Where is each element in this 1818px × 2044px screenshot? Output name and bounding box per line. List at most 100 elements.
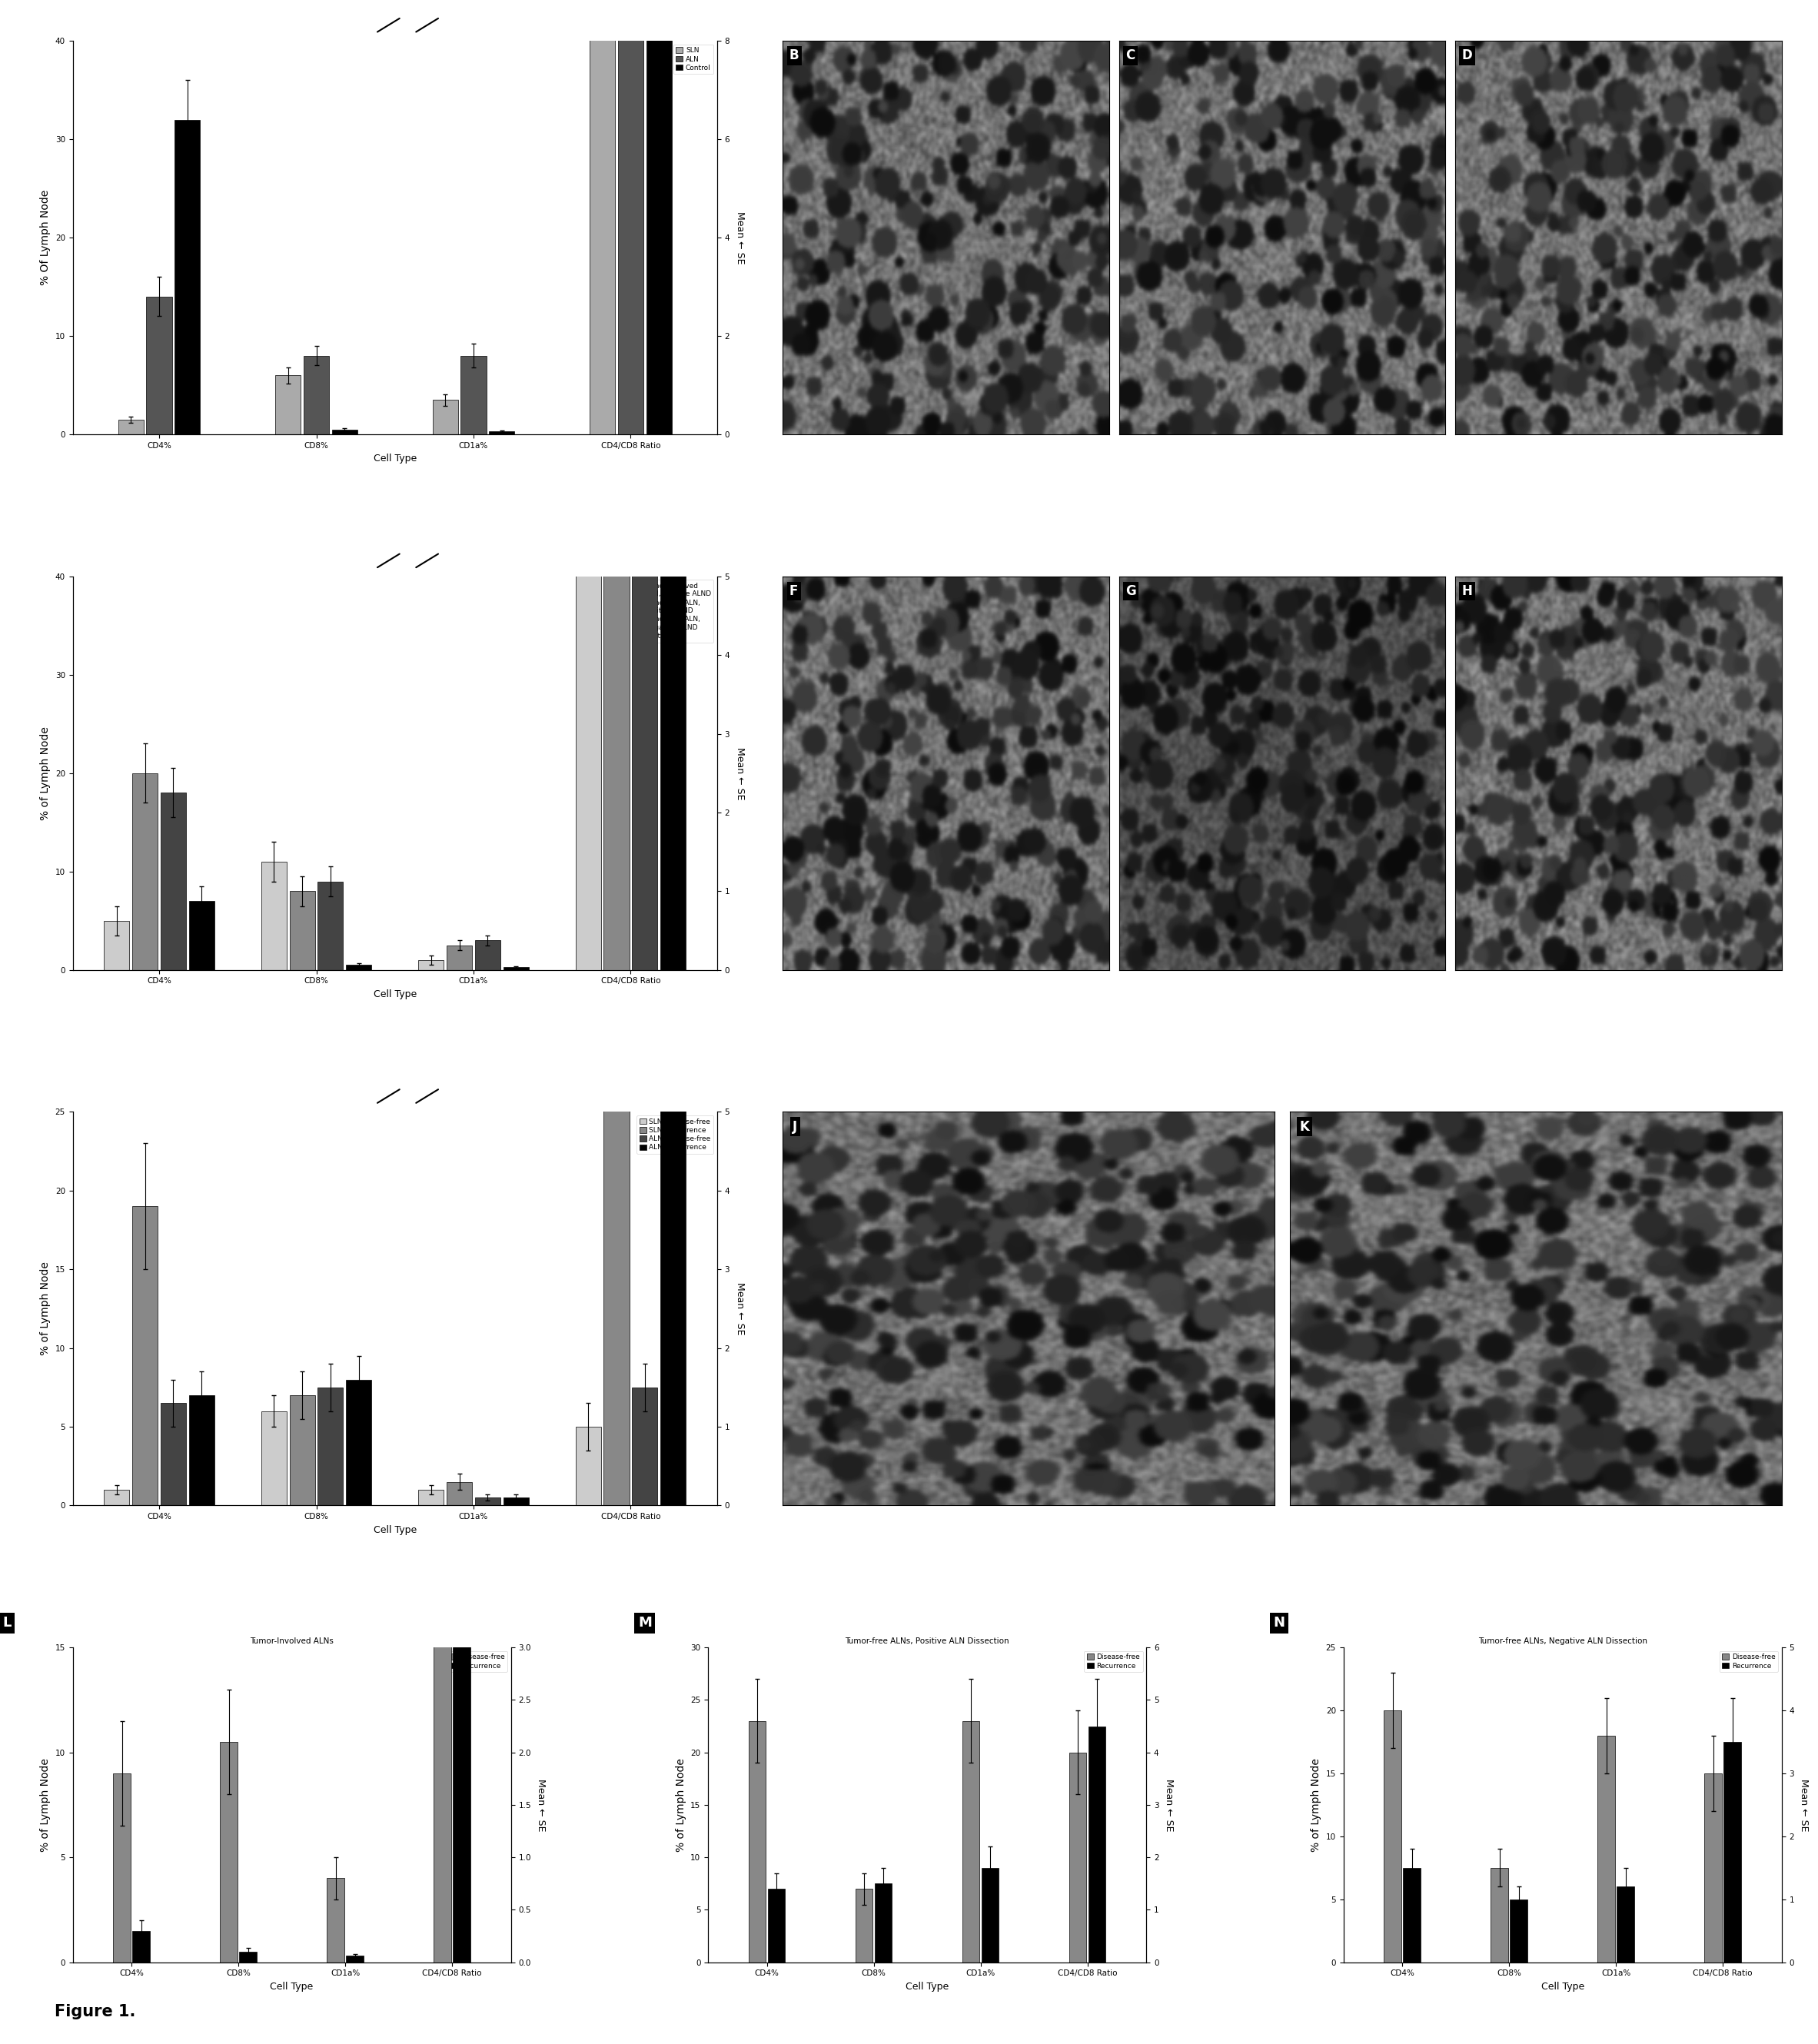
- Bar: [453, 1175, 471, 1962]
- Bar: [962, 1721, 980, 1962]
- Title: Tumor-free ALNs, Positive ALN Dissection: Tumor-free ALNs, Positive ALN Dissection: [845, 1637, 1009, 1645]
- Legend: SLN, Disease-free, SLN, Recurrence, ALN, Disease-free, ALN, Recurrence: SLN, Disease-free, SLN, Recurrence, ALN,…: [636, 1116, 714, 1153]
- Bar: [262, 863, 287, 971]
- Y-axis label: Mean ← SE: Mean ← SE: [536, 1778, 545, 1831]
- Bar: [1069, 1752, 1087, 1962]
- Legend: Disease-free, Recurrence: Disease-free, Recurrence: [449, 1652, 507, 1672]
- X-axis label: Cell Type: Cell Type: [905, 1983, 949, 1991]
- Text: L: L: [2, 1617, 11, 1629]
- Bar: [104, 920, 129, 971]
- Bar: [1616, 1887, 1634, 1962]
- Bar: [175, 121, 200, 435]
- Bar: [435, 1175, 451, 1962]
- Bar: [133, 1932, 149, 1962]
- Bar: [418, 961, 444, 971]
- Text: J: J: [793, 1120, 798, 1134]
- Y-axis label: % Of Lymph Node: % Of Lymph Node: [40, 190, 51, 286]
- Bar: [1598, 1735, 1614, 1962]
- Bar: [447, 1482, 473, 1506]
- Legend: SLN, ALN, Control: SLN, ALN, Control: [673, 45, 714, 74]
- Bar: [345, 1380, 371, 1506]
- Bar: [118, 419, 144, 435]
- Bar: [433, 401, 458, 435]
- Bar: [1383, 1711, 1402, 1962]
- Bar: [345, 1956, 364, 1962]
- Y-axis label: Mean ← SE: Mean ← SE: [1800, 1778, 1809, 1831]
- Bar: [633, 0, 658, 971]
- Bar: [767, 1889, 785, 1962]
- Bar: [189, 1396, 215, 1506]
- Y-axis label: % of Lymph Node: % of Lymph Node: [40, 1261, 51, 1355]
- Bar: [1491, 1868, 1509, 1962]
- Bar: [589, 0, 614, 435]
- Bar: [660, 993, 685, 1506]
- Bar: [749, 1721, 765, 1962]
- Text: B: B: [789, 49, 800, 63]
- Bar: [333, 429, 358, 435]
- Bar: [633, 1388, 658, 1506]
- Bar: [160, 793, 185, 971]
- Title: Tumor-Involved ALNs: Tumor-Involved ALNs: [249, 1637, 335, 1645]
- Bar: [474, 940, 500, 971]
- Text: F: F: [789, 585, 798, 599]
- Bar: [327, 1878, 344, 1962]
- Text: K: K: [1300, 1120, 1309, 1134]
- Bar: [874, 1883, 893, 1962]
- Bar: [189, 901, 215, 971]
- Bar: [345, 965, 371, 971]
- Bar: [1723, 1741, 1742, 1962]
- Bar: [460, 356, 485, 435]
- Text: C: C: [1125, 49, 1134, 63]
- Bar: [133, 773, 158, 971]
- Y-axis label: % of Lymph Node: % of Lymph Node: [40, 726, 51, 820]
- Bar: [856, 1889, 873, 1962]
- Bar: [289, 1396, 315, 1506]
- Legend: Tumor-involved
ALN, Positive ALND, Tumor-free ALN,
Positive ALND, Tumor-free ALN: Tumor-involved ALN, Positive ALND, Tumor…: [633, 580, 714, 642]
- X-axis label: Cell Type: Cell Type: [271, 1983, 313, 1991]
- Title: Tumor-free ALNs, Negative ALN Dissection: Tumor-free ALNs, Negative ALN Dissection: [1478, 1637, 1647, 1645]
- Text: D: D: [1462, 49, 1473, 63]
- Bar: [289, 891, 315, 971]
- Bar: [113, 1774, 131, 1962]
- Y-axis label: Mean ← SE: Mean ← SE: [734, 1282, 745, 1335]
- Bar: [1403, 1868, 1420, 1962]
- Bar: [576, 0, 602, 971]
- Bar: [1511, 1899, 1527, 1962]
- Text: N: N: [1273, 1617, 1285, 1629]
- Bar: [318, 1388, 344, 1506]
- X-axis label: Cell Type: Cell Type: [373, 1525, 416, 1535]
- Y-axis label: % of Lymph Node: % of Lymph Node: [40, 1758, 51, 1852]
- Bar: [240, 1952, 256, 1962]
- Bar: [604, 0, 629, 971]
- Legend: Disease-free, Recurrence: Disease-free, Recurrence: [1084, 1652, 1144, 1672]
- Text: Figure 1.: Figure 1.: [55, 2003, 136, 2019]
- Y-axis label: % of Lymph Node: % of Lymph Node: [676, 1758, 685, 1852]
- Legend: Disease-free, Recurrence: Disease-free, Recurrence: [1720, 1652, 1778, 1672]
- Y-axis label: Mean ← SE: Mean ← SE: [734, 211, 745, 264]
- Bar: [1705, 1774, 1722, 1962]
- Bar: [504, 1498, 529, 1506]
- Bar: [160, 1402, 185, 1506]
- Bar: [262, 1410, 287, 1506]
- Bar: [447, 944, 473, 971]
- Bar: [133, 1206, 158, 1506]
- Bar: [660, 0, 685, 971]
- X-axis label: Cell Type: Cell Type: [373, 989, 416, 1000]
- Bar: [576, 1427, 602, 1506]
- Bar: [220, 1741, 238, 1962]
- Bar: [318, 881, 344, 971]
- Bar: [104, 1490, 129, 1506]
- X-axis label: Cell Type: Cell Type: [1542, 1983, 1583, 1991]
- Bar: [489, 431, 514, 435]
- Bar: [147, 296, 173, 435]
- Text: H: H: [1462, 585, 1473, 599]
- Bar: [1089, 1725, 1105, 1962]
- Y-axis label: Mean ← SE: Mean ← SE: [1164, 1778, 1174, 1831]
- Text: M: M: [638, 1617, 651, 1629]
- X-axis label: Cell Type: Cell Type: [373, 454, 416, 464]
- Bar: [618, 0, 644, 435]
- Bar: [275, 376, 300, 435]
- Text: G: G: [1125, 585, 1136, 599]
- Bar: [504, 967, 529, 971]
- Y-axis label: % of Lymph Node: % of Lymph Node: [1311, 1758, 1322, 1852]
